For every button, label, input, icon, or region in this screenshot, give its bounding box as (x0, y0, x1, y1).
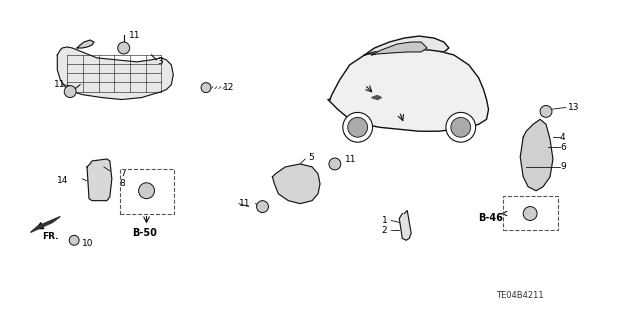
Text: 10: 10 (82, 239, 93, 248)
Text: 6: 6 (560, 143, 566, 152)
Polygon shape (58, 47, 173, 100)
Polygon shape (372, 96, 381, 100)
Polygon shape (372, 42, 427, 55)
Circle shape (69, 235, 79, 245)
Circle shape (348, 117, 367, 137)
Text: FR.: FR. (42, 232, 59, 241)
Text: 2: 2 (381, 226, 387, 235)
Circle shape (540, 106, 552, 117)
Circle shape (257, 201, 268, 212)
Circle shape (451, 117, 470, 137)
Text: 11: 11 (54, 80, 66, 89)
Text: 14: 14 (58, 176, 68, 185)
Text: 9: 9 (560, 162, 566, 171)
Circle shape (201, 83, 211, 93)
Polygon shape (399, 211, 411, 240)
Text: B-50: B-50 (132, 228, 157, 238)
Text: 5: 5 (308, 152, 314, 161)
Polygon shape (365, 36, 449, 55)
Text: 11: 11 (345, 154, 356, 164)
Polygon shape (77, 40, 94, 48)
Text: 13: 13 (568, 103, 579, 112)
Text: TE04B4211: TE04B4211 (497, 291, 544, 300)
Circle shape (118, 42, 130, 54)
Text: 12: 12 (223, 83, 234, 92)
Polygon shape (328, 48, 488, 131)
Text: B-46: B-46 (479, 213, 504, 224)
Text: 11: 11 (239, 199, 250, 208)
Text: 3: 3 (157, 57, 163, 66)
Polygon shape (87, 159, 112, 201)
Polygon shape (31, 217, 60, 232)
Polygon shape (273, 164, 320, 204)
Text: 4: 4 (560, 133, 566, 142)
Text: 8: 8 (120, 179, 125, 188)
Text: 7: 7 (120, 169, 125, 178)
Text: 11: 11 (129, 31, 140, 40)
Text: 1: 1 (381, 216, 387, 225)
Circle shape (524, 207, 537, 220)
Circle shape (139, 183, 154, 199)
Circle shape (64, 85, 76, 98)
Circle shape (329, 158, 341, 170)
Circle shape (446, 112, 476, 142)
Polygon shape (520, 119, 553, 191)
Circle shape (343, 112, 372, 142)
